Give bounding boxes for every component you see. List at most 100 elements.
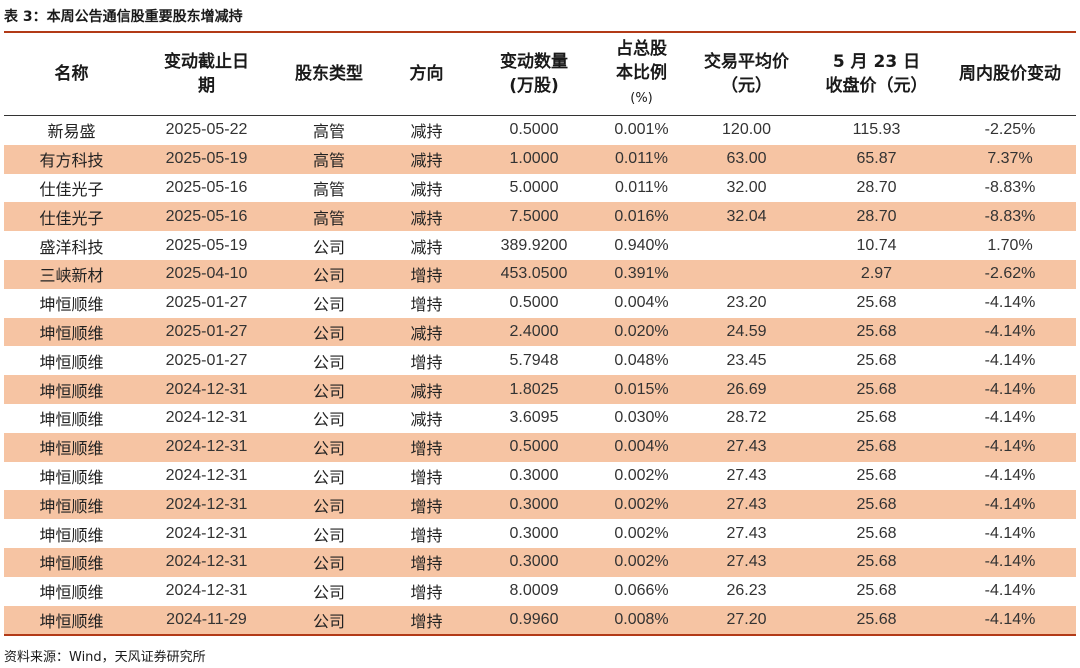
cell-close-price: 65.87	[809, 144, 944, 174]
cell-holder-type: 公司	[274, 317, 384, 347]
cell-holder-type: 公司	[274, 259, 384, 289]
cell-ratio: 0.011%	[614, 178, 669, 196]
cell-name: 坤恒顺维	[39, 410, 104, 430]
cell-date: 2025-05-16	[139, 202, 274, 232]
cell-holder-type: 公司	[312, 237, 345, 257]
title-divider	[4, 31, 1076, 33]
cell-direction: 增持	[410, 583, 443, 603]
table-row: 坤恒顺维 2025-01-27 公司 增持 0.5000 0.004% 23.20 25.68…	[4, 289, 1076, 318]
cell-holder-type: 公司	[312, 583, 345, 603]
table-row: 有方科技 2025-05-19 高管 减持 1.0000 0.011% 63.00 65.87…	[4, 144, 1076, 174]
cell-quantity: 0.3000	[469, 490, 599, 520]
table-row: 坤恒顺维 2024-12-31 公司 增持 0.3000 0.002% 27.43 25.68…	[4, 519, 1076, 548]
cell-date: 2024-12-31	[139, 432, 274, 462]
cell-date: 2025-05-16	[165, 178, 248, 196]
cell-weekly-change: -4.14%	[984, 582, 1036, 600]
cell-weekly-change: -4.14%	[944, 317, 1076, 347]
cell-ratio: 0.020%	[599, 317, 684, 347]
cell-date: 2024-12-31	[165, 409, 248, 427]
cell-ratio: 0.030%	[614, 409, 669, 427]
cell-name: 仕佳光子	[4, 202, 139, 232]
cell-direction: 增持	[384, 259, 469, 289]
cell-date: 2025-01-27	[139, 317, 274, 347]
cell-name: 坤恒顺维	[4, 317, 139, 347]
cell-ratio: 0.002%	[599, 490, 684, 520]
cell-direction: 增持	[384, 547, 469, 577]
cell-avg-price: 26.69	[684, 375, 809, 404]
cell-weekly-change: -8.83%	[984, 178, 1036, 196]
table-row: 新易盛 2025-05-22 高管 减持 0.5000 0.001% 120.00 115.9…	[4, 116, 1076, 145]
header-close-price: 5 月 23 日收盘价（元）	[809, 33, 944, 116]
cell-close-price: 115.93	[852, 121, 901, 139]
table-row: 盛洋科技 2025-05-19 公司 减持 389.9200 0.940% 10.74 1.7…	[4, 231, 1076, 260]
cell-direction: 减持	[410, 122, 443, 142]
cell-holder-type: 高管	[274, 144, 384, 174]
table-row: 坤恒顺维 2024-12-31 公司 增持 0.3000 0.002% 27.43 25.68…	[4, 462, 1076, 491]
cell-name: 三峡新材	[4, 259, 139, 289]
table-row: 坤恒顺维 2024-12-31 公司 增持 0.3000 0.002% 27.43 25.68…	[4, 490, 1076, 520]
cell-name: 坤恒顺维	[39, 467, 104, 487]
cell-avg-price: 27.43	[684, 432, 809, 462]
cell-quantity: 5.7948	[509, 351, 559, 369]
cell-direction: 增持	[410, 467, 443, 487]
cell-quantity: 3.6095	[509, 409, 559, 427]
cell-direction: 增持	[410, 525, 443, 545]
cell-date: 2025-01-27	[165, 351, 248, 369]
source-note: 资料来源：Wind，天风证券研究所	[4, 650, 206, 665]
header-ratio: 占总股 本比例 (%)	[599, 33, 684, 116]
shareholder-change-table: 名称 变动截止日期 股东类型 方向 变动数量 (万股) 占总股 本比例 (%) 交易平…	[4, 33, 1076, 637]
table-body: 新易盛 2025-05-22 高管 减持 0.5000 0.001% 120.00 115.9…	[4, 116, 1076, 637]
cell-direction: 减持	[384, 144, 469, 174]
cell-close-price: 28.70	[809, 202, 944, 232]
cell-quantity: 2.4000	[469, 317, 599, 347]
table-row: 仕佳光子 2025-05-16 高管 减持 5.0000 0.011% 32.00 28.70…	[4, 174, 1076, 203]
cell-close-price: 25.68	[856, 294, 897, 312]
cell-ratio: 0.004%	[599, 432, 684, 462]
cell-avg-price: 23.45	[726, 351, 767, 369]
cell-direction: 减持	[410, 237, 443, 257]
cell-holder-type: 公司	[274, 432, 384, 462]
cell-weekly-change: -4.14%	[944, 375, 1076, 404]
table-row: 坤恒顺维 2024-12-31 公司 增持 0.5000 0.004% 27.43 25.68…	[4, 432, 1076, 462]
cell-weekly-change: -4.14%	[984, 466, 1036, 484]
cell-quantity: 1.0000	[469, 144, 599, 174]
cell-weekly-change: -4.14%	[944, 547, 1076, 577]
cell-ratio: 0.048%	[614, 351, 669, 369]
cell-date: 2024-12-31	[139, 547, 274, 577]
cell-quantity: 0.3000	[509, 524, 559, 542]
cell-name: 坤恒顺维	[4, 490, 139, 520]
cell-avg-price: 27.43	[726, 466, 767, 484]
cell-ratio: 0.001%	[614, 121, 669, 139]
header-holder-type: 股东类型	[274, 33, 384, 116]
cell-weekly-change: -4.14%	[984, 524, 1036, 542]
cell-direction: 增持	[384, 605, 469, 637]
cell-weekly-change: -4.14%	[984, 409, 1036, 427]
cell-weekly-change: -4.14%	[984, 294, 1036, 312]
table-row: 坤恒顺维 2024-12-31 公司 增持 8.0009 0.066% 26.23 25.68…	[4, 577, 1076, 606]
cell-name: 坤恒顺维	[4, 547, 139, 577]
cell-avg-price	[684, 259, 809, 289]
cell-direction: 减持	[410, 410, 443, 430]
cell-name: 坤恒顺维	[39, 525, 104, 545]
table-row: 坤恒顺维 2024-12-31 公司 减持 1.8025 0.015% 26.69 25.68…	[4, 375, 1076, 404]
cell-direction: 减持	[384, 202, 469, 232]
cell-direction: 减持	[384, 317, 469, 347]
cell-ratio: 0.016%	[599, 202, 684, 232]
cell-close-price: 25.68	[809, 317, 944, 347]
cell-name: 坤恒顺维	[39, 352, 104, 372]
cell-ratio: 0.004%	[614, 294, 669, 312]
cell-quantity: 0.5000	[509, 121, 559, 139]
cell-close-price: 25.68	[809, 375, 944, 404]
cell-holder-type: 公司	[312, 295, 345, 315]
cell-holder-type: 高管	[274, 202, 384, 232]
cell-direction: 减持	[384, 375, 469, 404]
cell-avg-price: 27.20	[684, 605, 809, 637]
cell-name: 坤恒顺维	[39, 583, 104, 603]
cell-weekly-change: 1.70%	[987, 236, 1033, 254]
cell-name: 坤恒顺维	[4, 375, 139, 404]
cell-close-price: 10.74	[856, 236, 897, 254]
cell-ratio: 0.008%	[599, 605, 684, 637]
cell-weekly-change: -4.14%	[944, 490, 1076, 520]
cell-name: 坤恒顺维	[4, 432, 139, 462]
cell-date: 2024-12-31	[165, 524, 248, 542]
